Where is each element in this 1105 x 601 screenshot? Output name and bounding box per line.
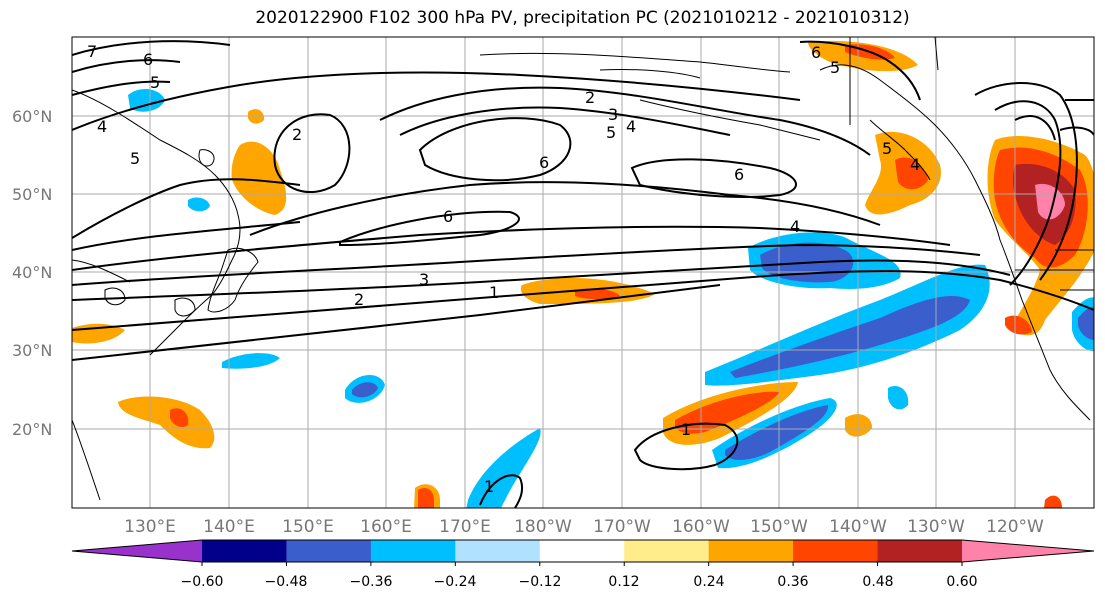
colorbar-extend-min: [72, 540, 202, 562]
lat-label: 20°N: [12, 420, 52, 439]
lon-label: 160°W: [672, 517, 730, 537]
lon-label: 170°E: [439, 517, 491, 537]
negative-anomaly-region: [466, 428, 541, 508]
contour-label: 6: [811, 43, 821, 62]
lon-label: 140°E: [203, 517, 255, 537]
negative-anomaly-region: [222, 353, 280, 369]
lat-label: 50°N: [12, 185, 52, 204]
contour-label: 5: [830, 58, 840, 77]
positive-anomaly-region: [1044, 495, 1062, 508]
lon-label: 130°W: [907, 517, 965, 537]
contour-label: 1: [484, 477, 494, 496]
colorbar: −0.60 −0.48 −0.36 −0.24 −0.12 0.12 0.24 …: [71, 539, 1095, 590]
colorbar-tick-label: 0.36: [777, 574, 808, 590]
contour-label: 6: [443, 207, 453, 226]
lat-label: 40°N: [12, 263, 52, 282]
colorbar-swatch: [202, 540, 287, 562]
latitude-labels: 60°N 50°N 40°N 30°N 20°N: [12, 107, 52, 439]
colorbar-tick-label: −0.12: [519, 574, 562, 590]
positive-anomaly-region: [1005, 315, 1032, 335]
colorbar-swatch: [370, 540, 456, 562]
contour-label: 6: [734, 165, 744, 184]
contour-label: 2: [585, 88, 595, 107]
positive-anomaly-region: [575, 288, 620, 299]
contour-label: 2: [292, 125, 302, 144]
colorbar-extend-max: [962, 540, 1094, 562]
lat-label: 60°N: [12, 107, 52, 126]
colorbar-tick-label: 0.48: [862, 574, 893, 590]
colorbar-tick-label: −0.48: [265, 574, 308, 590]
colorbar-swatch: [455, 540, 541, 562]
coastlines: [72, 37, 1094, 501]
contour-label: 6: [143, 50, 153, 69]
colorbar-tick-label: −0.36: [350, 574, 393, 590]
colorbar-tick-label: 0.60: [946, 574, 977, 590]
contour-label: 5: [882, 139, 892, 158]
contour-label: 1: [489, 283, 499, 302]
colorbar-swatch: [877, 540, 963, 562]
contour-label: 4: [790, 217, 800, 236]
lon-label: 170°W: [593, 517, 651, 537]
positive-anomaly-region: [170, 408, 189, 428]
colorbar-tick-label: 0.24: [693, 574, 724, 590]
positive-anomaly-region: [231, 141, 287, 215]
lon-label: 160°E: [360, 517, 412, 537]
colorbar-swatch: [708, 540, 794, 562]
contour-label: 6: [539, 153, 549, 172]
positive-anomaly-region: [1035, 183, 1065, 220]
lon-label: 150°E: [282, 517, 334, 537]
lon-label: 120°W: [986, 517, 1044, 537]
negative-anomaly-region: [188, 197, 210, 212]
positive-anomaly-region: [418, 488, 434, 508]
negative-anomaly-region: [725, 405, 829, 460]
map-frame: [71, 36, 1095, 509]
contour-label: 2: [354, 290, 364, 309]
contour-label: 4: [97, 117, 107, 136]
chart-title: 2020122900 F102 300 hPa PV, precipitatio…: [255, 8, 910, 28]
negative-anomaly-region: [1078, 307, 1094, 341]
contour-labels: 7 6 5 4 2 5 2 3 4 5 6 6 6 4 5 4 3 2 1 1 …: [87, 42, 920, 496]
negative-anomaly-region: [128, 88, 165, 112]
lon-label: 130°E: [124, 517, 176, 537]
negative-anomaly-region: [888, 385, 909, 410]
contour-label: 3: [419, 270, 429, 289]
contour-label: 1: [681, 420, 691, 439]
colorbar-swatch: [286, 540, 372, 562]
colorbar-tick-label: −0.24: [434, 574, 477, 590]
lat-label: 30°N: [12, 341, 52, 360]
negative-anomaly-region: [352, 382, 378, 398]
contour-label: 5: [150, 73, 160, 92]
lon-label: 140°W: [829, 517, 887, 537]
colorbar-tick-labels: −0.60 −0.48 −0.36 −0.24 −0.12 0.12 0.24 …: [181, 574, 978, 590]
negative-anomaly-region: [730, 296, 970, 378]
contour-label: 7: [87, 42, 97, 61]
contour-label: 5: [606, 123, 616, 142]
colorbar-swatch: [624, 540, 710, 562]
contour-label: 3: [608, 105, 618, 124]
contour-label: 4: [626, 117, 636, 136]
lon-label: 150°W: [750, 517, 808, 537]
lon-label: 180°W: [514, 517, 572, 537]
contour-label: 5: [130, 149, 140, 168]
colorbar-swatch: [539, 540, 625, 562]
colorbar-tick-label: 0.12: [608, 574, 639, 590]
positive-anomaly-region: [118, 396, 215, 449]
colorbar-tick-label: −0.60: [181, 574, 224, 590]
pv-contours: [72, 40, 1094, 508]
longitude-labels: 130°E 140°E 150°E 160°E 170°E 180°W 170°…: [124, 517, 1044, 537]
contour-label: 4: [910, 155, 920, 174]
colorbar-swatch: [793, 540, 879, 562]
